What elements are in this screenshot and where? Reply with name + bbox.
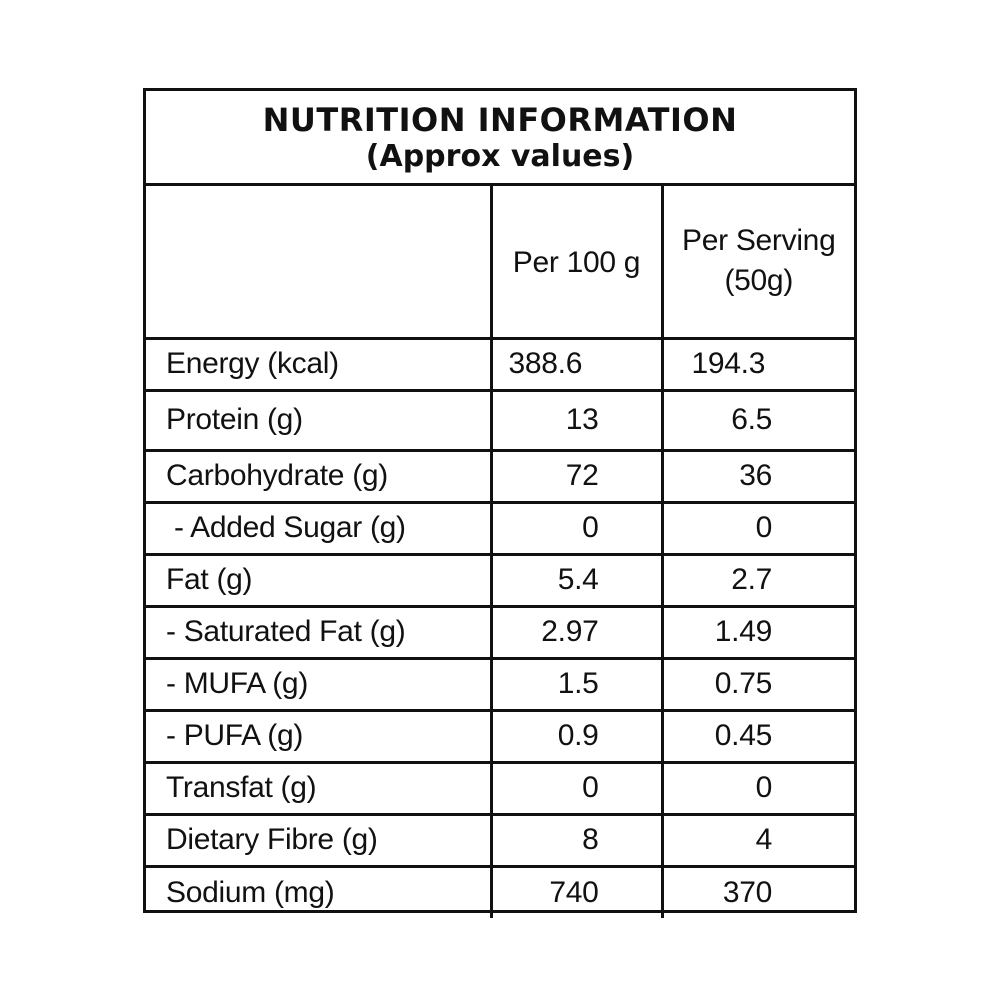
row-label: Dietary Fibre (g) [146,812,493,868]
column-header-per-100g: Per 100 g [489,186,664,340]
table-row: - MUFA (g) 1.5 0.75 [146,656,854,712]
column-header-per-serving: Per Serving (50g) [660,186,854,340]
value-per-serving: 0.45 [660,708,854,764]
nutrition-information-panel: NUTRITION INFORMATION (Approx values) Pe… [143,88,857,918]
value-per-100g: 0 [489,760,664,816]
value-per-serving: 36 [660,448,854,504]
value-per-100g: 740 [489,864,664,918]
header-empty-cell [146,186,493,340]
table-row: Carbohydrate (g) 72 36 [146,448,854,504]
table-row: - Added Sugar (g) 0 0 [146,500,854,556]
value-per-serving: 370 [660,864,854,918]
value-per-100g: 72 [489,448,664,504]
row-label: Fat (g) [146,552,493,608]
table-row: Fat (g) 5.4 2.7 [146,552,854,608]
value-per-serving: 6.5 [660,388,854,452]
row-label: - MUFA (g) [146,656,493,712]
value-per-serving: 2.7 [660,552,854,608]
nutrition-header: NUTRITION INFORMATION (Approx values) [146,91,854,186]
per-serving-label: Per Serving [682,224,836,258]
value-per-serving: 1.49 [660,604,854,660]
table-row: Protein (g) 13 6.5 [146,388,854,452]
nutrition-table: Per 100 g Per Serving (50g) Energy (kcal… [146,186,854,918]
row-label: - Added Sugar (g) [146,500,493,556]
table-row: Dietary Fibre (g) 8 4 [146,812,854,868]
value-per-100g: 0 [489,500,664,556]
table-row: Energy (kcal) 388.6 194.3 [146,336,854,392]
row-label: Energy (kcal) [146,336,493,392]
table-row: Transfat (g) 0 0 [146,760,854,816]
value-per-100g: 2.97 [489,604,664,660]
serving-size-label: (50g) [724,264,794,298]
value-per-serving: 194.3 [660,336,854,392]
row-label: Carbohydrate (g) [146,448,493,504]
table-row: - PUFA (g) 0.9 0.45 [146,708,854,764]
value-per-serving: 0 [660,760,854,816]
table-row: Sodium (mg) 740 370 [146,864,854,918]
row-label: - PUFA (g) [146,708,493,764]
value-per-100g: 8 [489,812,664,868]
table-header-row: Per 100 g Per Serving (50g) [146,186,854,340]
value-per-100g: 0.9 [489,708,664,764]
value-per-100g: 13 [489,388,664,452]
row-label: Transfat (g) [146,760,493,816]
panel-title: NUTRITION INFORMATION [262,101,738,139]
value-per-100g: 1.5 [489,656,664,712]
value-per-serving: 0 [660,500,854,556]
value-per-serving: 4 [660,812,854,868]
table-row: - Saturated Fat (g) 2.97 1.49 [146,604,854,660]
value-per-serving: 0.75 [660,656,854,712]
value-per-100g: 388.6 [489,336,664,392]
value-per-100g: 5.4 [489,552,664,608]
row-label: Sodium (mg) [146,864,493,918]
row-label: - Saturated Fat (g) [146,604,493,660]
row-label: Protein (g) [146,388,493,452]
panel-subtitle: (Approx values) [365,139,635,174]
